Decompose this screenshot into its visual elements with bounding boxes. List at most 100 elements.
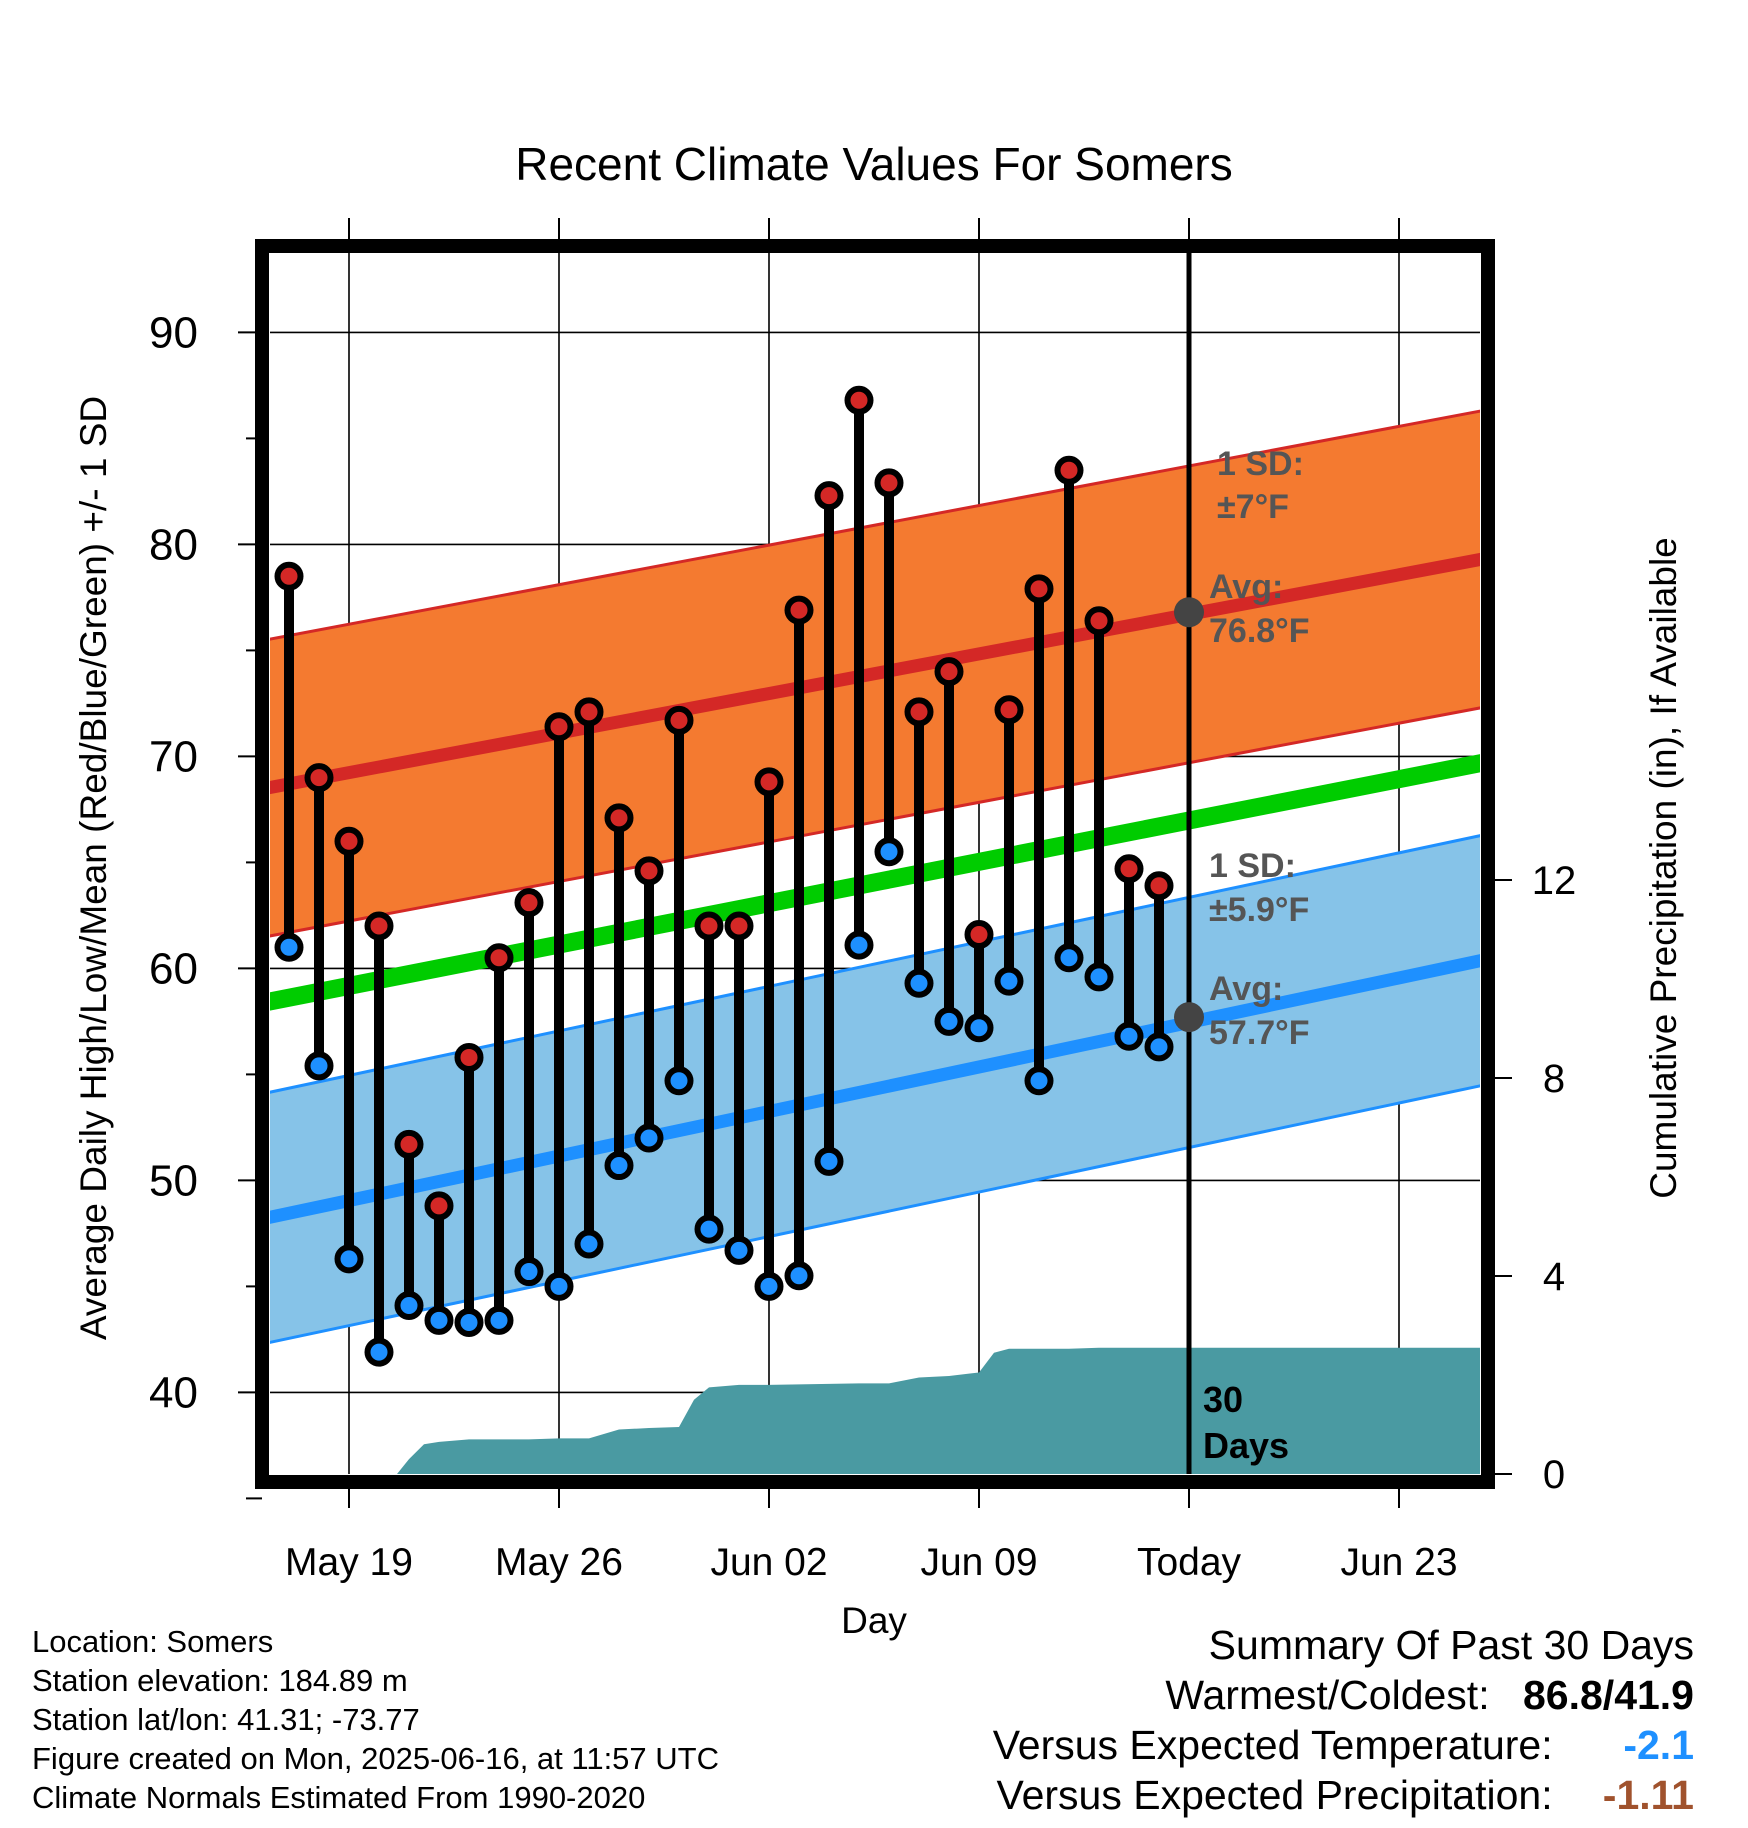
low-point [964, 1013, 994, 1043]
summary-panel: Summary Of Past 30 Days Warmest/Coldest:… [993, 1620, 1694, 1820]
high-point [1144, 871, 1174, 901]
precip-area [289, 1347, 1480, 1474]
low-point [754, 1271, 784, 1301]
period-count-label: 30 [1203, 1379, 1243, 1420]
high-point [634, 856, 664, 886]
temp-label: Versus Expected Temperature: [992, 1722, 1553, 1768]
low-sd-label: 1 SD: [1209, 847, 1296, 885]
high-point [514, 888, 544, 918]
low-sd-value: ±5.9°F [1209, 891, 1309, 929]
x-axis-label: Day [841, 1600, 907, 1641]
today-normal-marker [1174, 597, 1204, 628]
low-point [1054, 943, 1084, 973]
station-info: Location: Somers Station elevation: 184.… [32, 1622, 719, 1817]
low-point [514, 1257, 544, 1287]
high-point [364, 911, 394, 941]
low-point [1024, 1066, 1054, 1096]
x-tick-label: May 26 [495, 1541, 623, 1584]
high-point [1114, 854, 1144, 884]
high-point [994, 695, 1024, 725]
warm-cold-value: 86.8/41.9 [1523, 1672, 1694, 1718]
normal-mean-line [270, 754, 1480, 1011]
x-tick-label: Jun 23 [1340, 1541, 1457, 1584]
precip-value: -1.11 [1602, 1772, 1694, 1818]
low-point [784, 1261, 814, 1291]
low-point [844, 930, 874, 960]
y2-tick-label: 0 [1543, 1453, 1565, 1497]
high-point [544, 712, 574, 742]
high-point [1084, 606, 1114, 636]
low-point [604, 1151, 634, 1181]
high-point [454, 1042, 484, 1072]
low-point [364, 1337, 394, 1367]
created-text: Figure created on Mon, 2025-06-16, at 11… [32, 1741, 719, 1776]
low-point [1114, 1021, 1144, 1051]
y2-tick-label: 12 [1532, 859, 1577, 903]
low-point [484, 1305, 514, 1335]
low-point [304, 1051, 334, 1081]
low-point [724, 1235, 754, 1265]
summary-warm-cold: Warmest/Coldest: 86.8/41.9 [993, 1670, 1694, 1720]
y-tick-label: 70 [149, 732, 198, 781]
period-unit-label: Days [1203, 1425, 1289, 1466]
low-point [874, 837, 904, 867]
high-avg-label: Avg: [1209, 568, 1283, 606]
y-tick-label: 90 [149, 308, 198, 357]
normal-low-line [270, 954, 1480, 1224]
x-tick-label: Jun 09 [920, 1541, 1037, 1584]
high-point [1024, 574, 1054, 604]
high-point [1054, 455, 1084, 485]
high-point [844, 385, 874, 415]
high-point [574, 697, 604, 727]
y-tick-label: 40 [149, 1368, 198, 1417]
low-point [334, 1244, 364, 1274]
low-avg-value: 57.7°F [1209, 1014, 1310, 1052]
high-point [724, 911, 754, 941]
high-point [934, 657, 964, 687]
low-point [694, 1214, 724, 1244]
y2-axis-label: Cumulative Precipitation (in), If Availa… [1643, 537, 1684, 1199]
high-point [874, 468, 904, 498]
low-avg-label: Avg: [1209, 970, 1283, 1008]
latlon-text: Station lat/lon: 41.31; -73.77 [32, 1702, 420, 1737]
high-sd-value: ±7°F [1217, 488, 1289, 526]
today-normal-marker [1174, 1002, 1204, 1033]
x-tick-label: Today [1137, 1541, 1242, 1584]
low-point [994, 966, 1024, 996]
temp-value: -2.1 [1623, 1722, 1694, 1768]
summary-temp: Versus Expected Temperature: -2.1 [993, 1720, 1694, 1770]
high-sd-band-upper-edge [270, 409, 1480, 641]
high-point [394, 1129, 424, 1159]
low-point [814, 1146, 844, 1176]
high-point [664, 705, 694, 735]
high-point [334, 826, 364, 856]
y2-tick-label: 8 [1543, 1057, 1565, 1101]
precip-label: Versus Expected Precipitation: [996, 1772, 1553, 1818]
low-point [634, 1123, 664, 1153]
high-point [274, 561, 304, 591]
low-point [574, 1229, 604, 1259]
high-avg-value: 76.8°F [1209, 612, 1310, 650]
low-point [394, 1290, 424, 1320]
normals-text: Climate Normals Estimated From 1990-2020 [32, 1780, 646, 1815]
location-text: Location: Somers [32, 1624, 274, 1659]
y-axis-label: Average Daily High/Low/Mean (Red/Blue/Gr… [73, 396, 114, 1340]
low-point [1144, 1032, 1174, 1062]
low-point [544, 1271, 574, 1301]
summary-precip: Versus Expected Precipitation: -1.11 [993, 1770, 1695, 1820]
high-point [424, 1191, 454, 1221]
high-point [304, 763, 334, 793]
normal-high-line [270, 552, 1480, 795]
x-tick-label: Jun 02 [710, 1541, 827, 1584]
summary-heading: Summary Of Past 30 Days [1208, 1622, 1694, 1668]
high-point [904, 697, 934, 727]
high-point [784, 595, 814, 625]
high-point [754, 767, 784, 797]
low-point [664, 1066, 694, 1096]
elevation-text: Station elevation: 184.89 m [32, 1663, 408, 1698]
y-tick-label: 80 [149, 520, 198, 569]
low-point [934, 1006, 964, 1036]
x-tick-label: May 19 [285, 1541, 413, 1584]
high-point [604, 803, 634, 833]
